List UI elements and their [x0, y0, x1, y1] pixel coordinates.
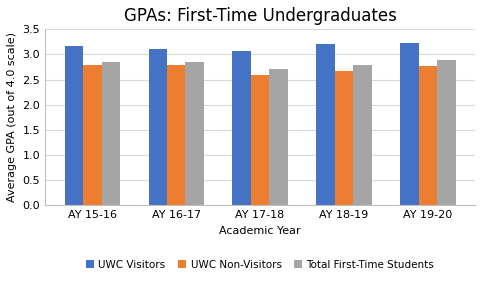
Title: GPAs: First-Time Undergraduates: GPAs: First-Time Undergraduates	[124, 7, 397, 25]
Bar	[186, 62, 204, 205]
Bar	[251, 75, 269, 205]
Y-axis label: Average GPA (out of 4.0 scale): Average GPA (out of 4.0 scale)	[7, 32, 17, 202]
Bar	[418, 66, 437, 205]
Bar	[353, 65, 372, 205]
X-axis label: Academic Year: Academic Year	[219, 226, 301, 236]
Bar	[148, 49, 167, 205]
Bar	[102, 62, 120, 205]
Bar	[232, 51, 251, 205]
Legend: UWC Visitors, UWC Non-Visitors, Total First-Time Students: UWC Visitors, UWC Non-Visitors, Total Fi…	[86, 260, 434, 270]
Bar	[400, 44, 418, 205]
Bar	[437, 60, 455, 205]
Bar	[335, 70, 353, 205]
Bar	[316, 44, 335, 205]
Bar	[83, 65, 102, 205]
Bar	[269, 69, 288, 205]
Bar	[167, 65, 186, 205]
Bar	[65, 46, 83, 205]
